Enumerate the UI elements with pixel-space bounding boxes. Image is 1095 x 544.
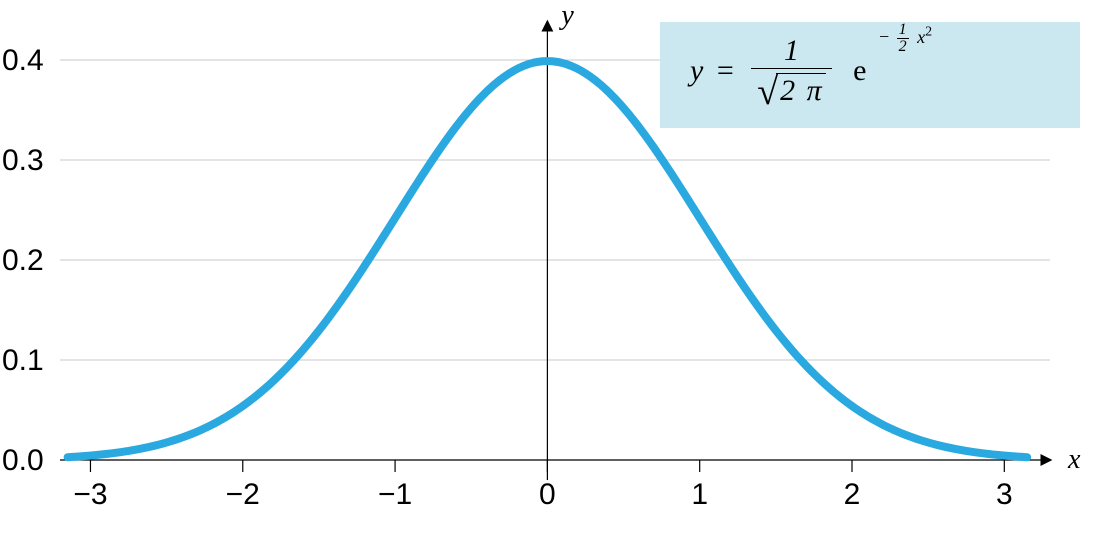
- x-axis-title: x: [1067, 444, 1081, 475]
- y-tick-label: 0.4: [2, 44, 44, 77]
- sqrt-body: 2 π: [776, 73, 826, 106]
- exp-power: 2: [925, 25, 932, 40]
- x-tick-label: 1: [691, 478, 708, 511]
- formula-fraction: 1 √ 2 π: [751, 36, 831, 110]
- sqrt: √ 2 π: [757, 73, 825, 106]
- y-tick-label: 0.3: [2, 144, 44, 177]
- formula-lhs: y: [690, 54, 703, 87]
- x-tick-label: −3: [73, 478, 107, 511]
- x-tick-label: 2: [844, 478, 861, 511]
- sqrt-sign: √: [757, 79, 778, 106]
- sqrt-body-a: 2: [780, 74, 795, 107]
- exp-base: e: [853, 54, 866, 87]
- formula-box: y = 1 √ 2 π e − 1 2 x2: [660, 22, 1080, 128]
- frac-denominator: √ 2 π: [751, 68, 831, 110]
- y-tick-label: 0.2: [2, 244, 44, 277]
- exp-var: x: [917, 27, 925, 47]
- x-tick-label: 0: [539, 478, 556, 511]
- exp-frac-num: 1: [897, 22, 909, 38]
- x-tick-label: −1: [378, 478, 412, 511]
- exp-frac: 1 2: [897, 22, 909, 55]
- formula-eq: =: [717, 54, 734, 87]
- x-tick-label: −2: [226, 478, 260, 511]
- y-axis-title: y: [558, 0, 574, 31]
- sqrt-body-b: π: [807, 74, 822, 107]
- x-tick-label: 3: [996, 478, 1013, 511]
- exponent: − 1 2 x2: [878, 22, 932, 55]
- y-tick-label: 0.1: [2, 344, 44, 377]
- exp-frac-den: 2: [897, 38, 909, 55]
- exp-minus: −: [878, 27, 890, 47]
- y-tick-label: 0.0: [2, 444, 44, 477]
- normal-pdf-chart: −3−2−101230.00.10.20.30.4xy y = 1 √ 2 π …: [0, 0, 1095, 544]
- frac-numerator: 1: [751, 36, 831, 68]
